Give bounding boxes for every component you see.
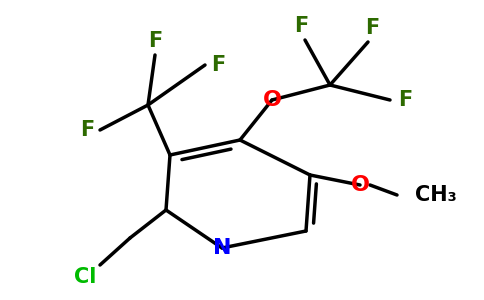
Text: F: F [398, 90, 412, 110]
Text: F: F [80, 120, 94, 140]
Text: F: F [365, 18, 379, 38]
Text: O: O [262, 90, 282, 110]
Text: F: F [148, 31, 162, 51]
Text: F: F [211, 55, 225, 75]
Text: CH₃: CH₃ [415, 185, 457, 205]
Text: N: N [213, 238, 231, 258]
Text: F: F [294, 16, 308, 36]
Text: Cl: Cl [74, 267, 96, 287]
Text: O: O [350, 175, 369, 195]
